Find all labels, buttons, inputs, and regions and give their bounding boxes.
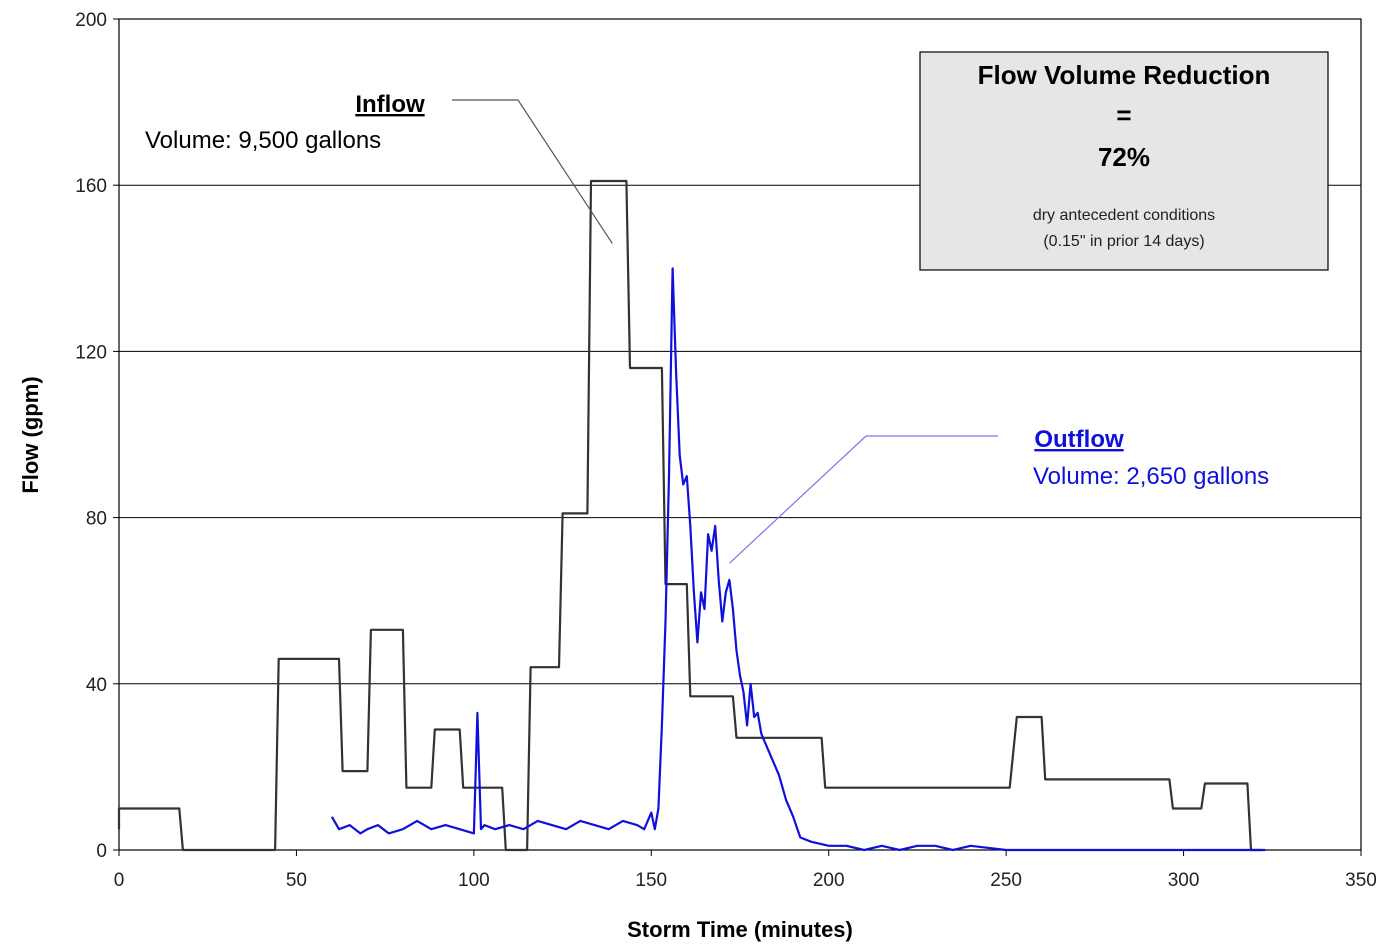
inflow-volume-label: Volume: 9,500 gallons — [145, 127, 381, 154]
x-tick-label: 300 — [1168, 870, 1200, 891]
y-axis-title: Flow (gpm) — [18, 376, 43, 493]
series-line-outflow — [330, 267, 1266, 852]
y-axis-ticks: 0 40 80 120 160 200 — [75, 10, 119, 862]
outflow-label: Outflow — [1034, 426, 1124, 453]
series-layer — [117, 179, 1266, 852]
y-tick-label: 120 — [75, 342, 107, 363]
y-tick-label: 200 — [75, 10, 107, 31]
y-tick-label: 0 — [96, 841, 107, 862]
y-tick-label: 160 — [75, 176, 107, 197]
x-tick-label: 0 — [114, 870, 125, 891]
x-axis-ticks: 0 50 100 150 200 250 300 350 — [114, 850, 1377, 891]
outflow-volume-label: Volume: 2,650 gallons — [1033, 463, 1269, 490]
antecedent-note-line2: (0.15" in prior 14 days) — [1043, 233, 1204, 250]
reduction-summary-box: Flow Volume Reduction = 72% dry antecede… — [919, 51, 1329, 271]
inflow-label: Inflow — [355, 91, 425, 118]
plot-area-frame — [118, 18, 1362, 851]
y-tick-label: 40 — [86, 675, 107, 696]
x-tick-label: 350 — [1345, 870, 1377, 891]
series-line-inflow — [117, 179, 1262, 852]
x-tick-label: 250 — [990, 870, 1022, 891]
x-axis-title: Storm Time (minutes) — [627, 917, 853, 942]
inflow-leader-line — [452, 99, 613, 244]
reduction-title: Flow Volume Reduction — [978, 60, 1271, 90]
x-tick-label: 150 — [635, 870, 667, 891]
y-tick-label: 80 — [86, 509, 107, 530]
x-tick-label: 100 — [458, 870, 490, 891]
outflow-leader-line — [728, 435, 998, 564]
reduction-box-background — [919, 51, 1329, 271]
x-tick-label: 200 — [813, 870, 845, 891]
reduction-equals: = — [1116, 100, 1131, 130]
x-tick-label: 50 — [286, 870, 307, 891]
antecedent-note-line1: dry antecedent conditions — [1033, 207, 1215, 224]
reduction-value: 72% — [1098, 142, 1150, 172]
